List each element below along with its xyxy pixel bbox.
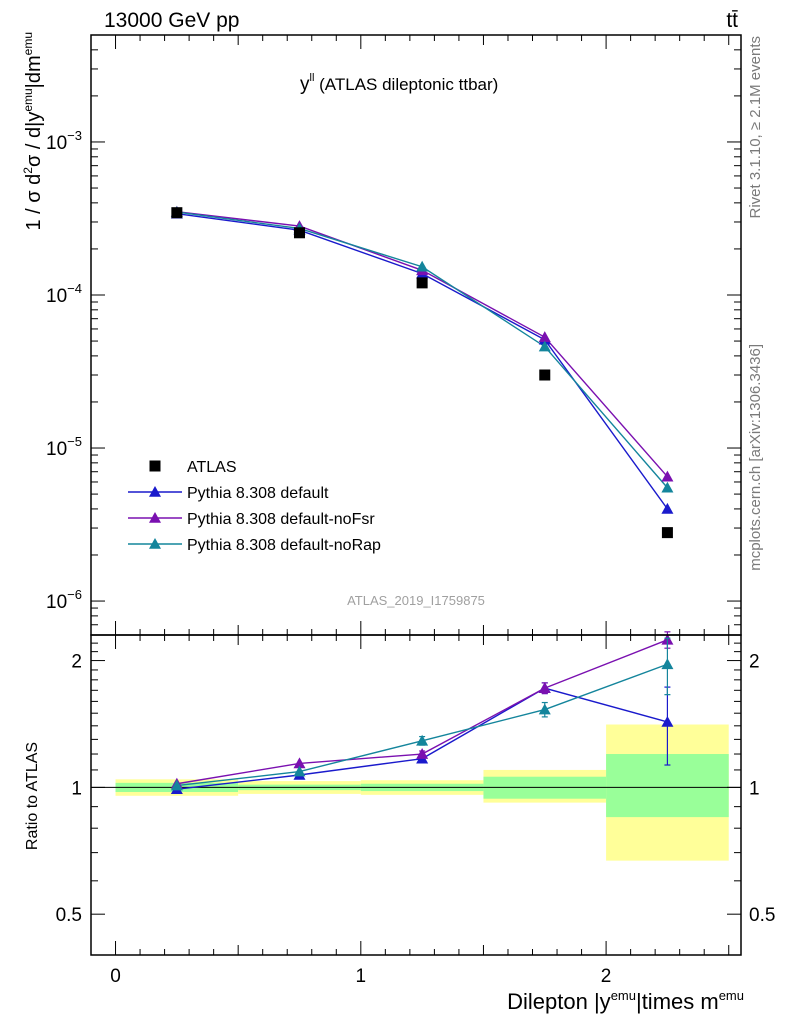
main-series-line bbox=[176, 212, 668, 510]
plot-title-rest: (ATLAS dileptonic ttbar) bbox=[314, 75, 498, 94]
legend: ATLAS Pythia 8.308 default Pythia 8.308 de… bbox=[128, 459, 381, 554]
ratio-series-marker bbox=[661, 715, 674, 727]
data-point-marker bbox=[661, 527, 673, 539]
main-series-line bbox=[176, 211, 668, 478]
legend-label: Pythia 8.308 default-noFsr bbox=[187, 511, 375, 528]
main-series-marker bbox=[661, 470, 674, 482]
ratio-series-marker bbox=[416, 734, 429, 746]
x-axis-label: Dilepton |yemu|times memu bbox=[507, 988, 744, 1014]
ratio-series-marker bbox=[293, 765, 306, 777]
main-series-marker bbox=[538, 331, 551, 342]
legend-marker bbox=[149, 460, 161, 472]
ratio-y-tick-label-right: 1 bbox=[749, 778, 760, 799]
ratio-series-marker bbox=[538, 703, 551, 715]
plot-title-sup: ll bbox=[310, 72, 315, 84]
ratio-y-axis-label: Ratio to ATLAS bbox=[24, 742, 41, 850]
ratio-series-marker bbox=[661, 658, 674, 670]
main-y-tick-label: 10−5 bbox=[46, 434, 82, 460]
main-y-axis-label: 1 / σ d2σ / d|yemu|dmemu bbox=[21, 32, 45, 231]
ratio-y-tick-label-right: 2 bbox=[749, 652, 760, 673]
ratio-y-tick-label-left: 1 bbox=[71, 778, 82, 799]
header-left: 13000 GeV pp bbox=[104, 9, 239, 32]
x-tick-label: 2 bbox=[601, 966, 612, 987]
ratio-bands bbox=[115, 724, 729, 861]
plot-title-main: y bbox=[300, 74, 310, 95]
main-y-tick-label: 10−4 bbox=[46, 281, 82, 307]
ratio-series-marker bbox=[293, 757, 306, 769]
data-point-marker bbox=[416, 277, 428, 289]
legend-label: ATLAS bbox=[187, 459, 237, 476]
ratio-y-tick-label-right: 0.5 bbox=[749, 905, 775, 926]
legend-marker bbox=[149, 512, 161, 523]
ratio-series-marker bbox=[170, 779, 183, 791]
main-series-marker bbox=[661, 502, 674, 514]
legend-label: Pythia 8.308 default-noRap bbox=[187, 537, 381, 554]
tick-labels: 0 1 2 10−6 10−5 10−4 10−3 0.5 0.5 1 1 2 2 bbox=[46, 128, 775, 987]
ratio-frame bbox=[90, 634, 742, 956]
mcplots-label: mcplots.cern.ch [arXiv:1306.3436] bbox=[747, 344, 764, 571]
ratio-series-marker bbox=[538, 682, 551, 693]
main-series-marker bbox=[661, 481, 674, 493]
main-y-tick-label: 10−3 bbox=[46, 128, 82, 154]
ratio-y-tick-label-left: 0.5 bbox=[56, 905, 82, 926]
main-y-tick-label: 10−6 bbox=[46, 587, 82, 613]
rivet-label: Rivet 3.1.10, ≥ 2.1M events bbox=[747, 36, 764, 219]
main-series-line bbox=[176, 211, 668, 489]
main-series-marker bbox=[416, 260, 429, 272]
x-tick-label: 0 bbox=[110, 966, 121, 987]
frames bbox=[90, 34, 742, 956]
series-markers bbox=[170, 205, 674, 795]
ratio-series-line bbox=[176, 663, 668, 787]
legend-marker bbox=[149, 486, 161, 497]
header-right: tt̄ bbox=[726, 9, 738, 32]
watermark: ATLAS_2019_I1759875 bbox=[347, 593, 485, 608]
main-series-marker bbox=[538, 340, 551, 352]
ratio-y-tick-label-left: 2 bbox=[71, 652, 82, 673]
x-tick-label: 1 bbox=[356, 966, 367, 987]
data-point-marker bbox=[539, 369, 551, 381]
data-point-marker bbox=[293, 227, 305, 239]
legend-label: Pythia 8.308 default bbox=[187, 485, 329, 502]
legend-marker bbox=[149, 538, 161, 549]
data-point-marker bbox=[171, 207, 183, 219]
ratio-series-marker bbox=[416, 748, 429, 759]
plot-title: yll (ATLAS dileptonic ttbar) bbox=[300, 72, 498, 95]
